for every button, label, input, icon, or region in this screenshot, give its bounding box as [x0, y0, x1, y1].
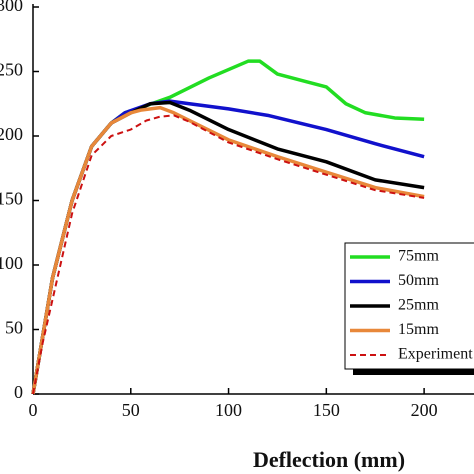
- line-series: [32, 114, 425, 395]
- y-tick-label: 300: [0, 0, 23, 15]
- y-tick-label: 100: [0, 253, 23, 273]
- legend-label: 25mm: [398, 297, 439, 314]
- x-tick-label: 0: [29, 400, 38, 420]
- y-tick-label: 0: [14, 382, 23, 402]
- legend-label: Experiment: [398, 346, 473, 363]
- legend-label: 15mm: [398, 321, 439, 338]
- x-tick-label: 200: [411, 400, 438, 420]
- legend-label: 50mm: [398, 272, 439, 289]
- legend-shadow: [353, 369, 474, 375]
- y-tick-label: 50: [5, 318, 23, 338]
- line-series: [31, 105, 425, 395]
- x-axis-label: Deflection (mm): [253, 447, 405, 472]
- y-tick-label: 150: [0, 189, 23, 209]
- y-tick-label: 250: [0, 60, 23, 80]
- x-tick-label: 100: [215, 400, 242, 420]
- x-tick-label: 50: [122, 400, 140, 420]
- legend-label: 75mm: [398, 248, 439, 265]
- y-tick-label: 200: [0, 124, 23, 144]
- x-tick-label: 150: [313, 400, 340, 420]
